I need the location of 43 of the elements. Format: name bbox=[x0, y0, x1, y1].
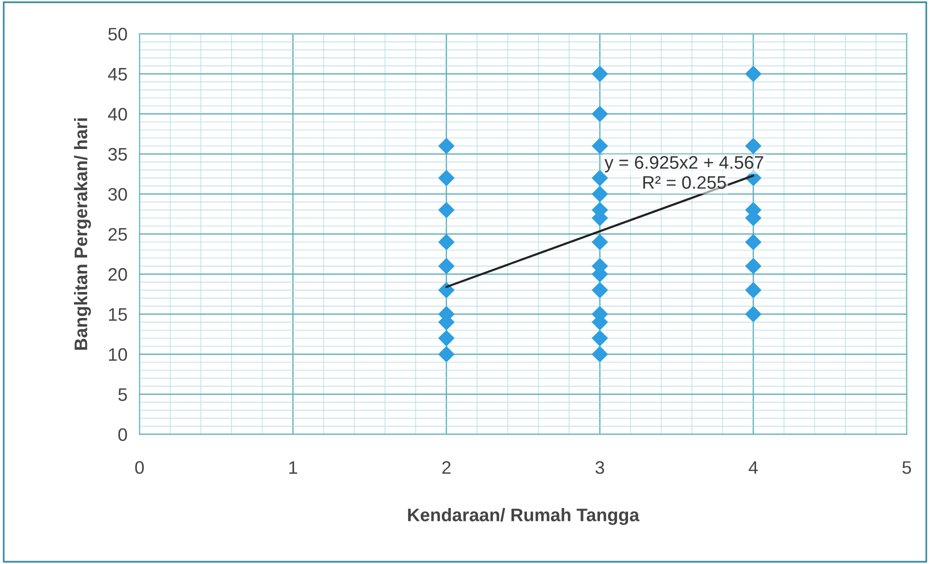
point bbox=[592, 66, 608, 82]
x-tick-label: 4 bbox=[748, 461, 758, 474]
point bbox=[745, 282, 762, 298]
y-tick-label: 30 bbox=[108, 188, 127, 201]
x-tick-label: 0 bbox=[135, 461, 144, 474]
point bbox=[438, 282, 455, 298]
point bbox=[745, 138, 762, 154]
point bbox=[592, 346, 608, 362]
point bbox=[592, 330, 608, 346]
y-tick-label: 5 bbox=[118, 388, 127, 401]
point bbox=[438, 258, 455, 274]
point bbox=[592, 138, 608, 154]
y-tick-label: 0 bbox=[118, 428, 127, 441]
x-axis-title: Kendaraan/ Rumah Tangga bbox=[408, 508, 640, 525]
y-tick-label: 35 bbox=[108, 148, 127, 161]
y-axis-title: Bangkitan Pergerakan/ hari bbox=[74, 118, 91, 350]
x-tick-label: 2 bbox=[442, 461, 451, 474]
annotation: R² = 0.255 bbox=[643, 176, 726, 189]
point bbox=[438, 138, 455, 154]
y-tick-label: 15 bbox=[108, 308, 127, 321]
point bbox=[592, 106, 608, 122]
y-tick-label: 20 bbox=[108, 268, 127, 281]
point bbox=[592, 282, 608, 298]
point bbox=[592, 234, 608, 250]
y-tick-label: 40 bbox=[108, 108, 127, 121]
point bbox=[745, 258, 762, 274]
y-tick-label: 25 bbox=[108, 228, 127, 241]
point bbox=[438, 234, 455, 250]
x-tick-label: 1 bbox=[289, 461, 298, 474]
y-tick-label: 10 bbox=[108, 348, 127, 361]
point bbox=[438, 346, 455, 362]
annotation: y = 6.925x2 + 4.567 bbox=[604, 156, 764, 172]
x-tick-label: 5 bbox=[902, 461, 912, 474]
point bbox=[745, 234, 762, 250]
point bbox=[745, 306, 762, 322]
point bbox=[745, 66, 762, 82]
point bbox=[438, 170, 455, 186]
y-tick-label: 50 bbox=[108, 28, 127, 41]
point bbox=[438, 202, 455, 218]
y-tick-label: 45 bbox=[108, 68, 127, 81]
point bbox=[592, 186, 608, 202]
x-tick-label: 3 bbox=[596, 461, 604, 474]
point bbox=[438, 330, 455, 346]
